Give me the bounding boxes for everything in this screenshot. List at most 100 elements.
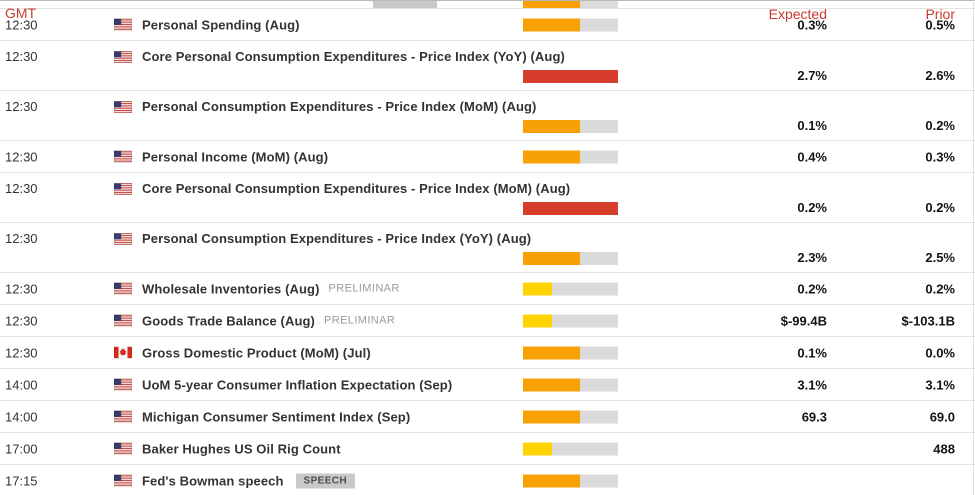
us-flag-icon bbox=[114, 378, 132, 391]
event-time: 12:30 bbox=[5, 181, 38, 196]
event-row[interactable]: 12:30 Personal Consumption Expenditures -… bbox=[0, 91, 975, 141]
us-flag-icon bbox=[114, 182, 132, 195]
expected-value: 3.1% bbox=[797, 377, 827, 392]
canada-flag-icon bbox=[114, 346, 132, 359]
volatility-bar-fill bbox=[523, 202, 618, 215]
expected-value: $-99.4B bbox=[780, 313, 827, 328]
volatility-bar bbox=[523, 150, 618, 163]
event-title-group: Goods Trade Balance (Aug) PRELIMINAR bbox=[114, 313, 395, 328]
event-title-group: UoM 5-year Consumer Inflation Expectatio… bbox=[114, 377, 452, 392]
us-flag-icon bbox=[114, 50, 132, 63]
volatility-bar bbox=[523, 378, 618, 391]
expected-value: 2.7% bbox=[797, 68, 827, 83]
event-row[interactable]: 17:15 Fed's Bowman speech SPEECH bbox=[0, 465, 975, 495]
event-row[interactable]: 12:30 Personal Income (MoM) (Aug) 0.4% 0.3% bbox=[0, 141, 975, 173]
event-row[interactable]: 14:00 Michigan Consumer Sentiment Index (… bbox=[0, 401, 975, 433]
event-time: 12:30 bbox=[5, 99, 38, 114]
expected-value: 0.1% bbox=[797, 345, 827, 360]
event-title-group: Personal Spending (Aug) bbox=[114, 17, 300, 32]
volatility-bar bbox=[523, 282, 618, 295]
event-name: Core Personal Consumption Expenditures -… bbox=[142, 181, 571, 196]
prior-value: 2.5% bbox=[925, 250, 955, 265]
volatility-bar bbox=[523, 442, 618, 455]
event-title-group: Personal Consumption Expenditures - Pric… bbox=[114, 99, 536, 114]
event-name: UoM 5-year Consumer Inflation Expectatio… bbox=[142, 377, 453, 392]
volatility-bar bbox=[523, 120, 618, 133]
preliminary-tag: PRELIMINAR bbox=[328, 282, 400, 295]
volatility-bar-fill bbox=[523, 442, 552, 455]
prior-value: $-103.1B bbox=[901, 313, 955, 328]
clipped-event-row[interactable] bbox=[0, 0, 975, 9]
event-time: 14:00 bbox=[5, 377, 38, 392]
expected-value: 2.3% bbox=[797, 250, 827, 265]
expected-value: 0.2% bbox=[797, 200, 827, 215]
prior-value: 69.0 bbox=[929, 409, 955, 424]
event-row[interactable]: 12:30 Personal Consumption Expenditures -… bbox=[0, 223, 975, 273]
event-row[interactable]: 17:00 Baker Hughes US Oil Rig Count 488 bbox=[0, 433, 975, 465]
volatility-bar bbox=[523, 252, 618, 265]
event-time: 12:30 bbox=[5, 17, 38, 32]
event-title-group: Personal Consumption Expenditures - Pric… bbox=[114, 231, 531, 246]
event-name: Michigan Consumer Sentiment Index (Sep) bbox=[142, 409, 411, 424]
volatility-bar-fill bbox=[523, 314, 552, 327]
event-name: Goods Trade Balance (Aug) bbox=[142, 313, 315, 328]
expected-column-header: Expected bbox=[768, 6, 827, 22]
event-row[interactable]: 12:30 Goods Trade Balance (Aug) PRELIMINAR… bbox=[0, 305, 975, 337]
event-title-group: Fed's Bowman speech SPEECH bbox=[114, 473, 356, 488]
volatility-bar-fill bbox=[523, 346, 580, 359]
event-row[interactable]: 12:30 Core Personal Consumption Expenditu… bbox=[0, 173, 975, 223]
expected-value: 0.1% bbox=[797, 118, 827, 133]
volatility-bar-fill bbox=[523, 18, 580, 31]
us-flag-icon bbox=[114, 150, 132, 163]
event-name: Personal Consumption Expenditures - Pric… bbox=[142, 231, 532, 246]
prior-column-header: Prior bbox=[925, 6, 955, 22]
event-title-group: Core Personal Consumption Expenditures -… bbox=[114, 49, 565, 64]
volatility-bar bbox=[523, 410, 618, 423]
prior-value: 0.3% bbox=[925, 149, 955, 164]
volatility-bar-fill bbox=[523, 410, 580, 423]
preliminary-tag: PRELIMINAR bbox=[323, 314, 396, 327]
volatility-bar-fill bbox=[523, 282, 552, 295]
event-row[interactable]: 12:30 Personal Spending (Aug) 0.3% 0.5% bbox=[0, 9, 975, 41]
us-flag-icon bbox=[114, 232, 132, 245]
event-name: Core Personal Consumption Expenditures -… bbox=[142, 49, 565, 64]
event-title-group: Personal Income (MoM) (Aug) bbox=[114, 149, 328, 164]
prior-value: 0.2% bbox=[925, 281, 955, 296]
event-time: 12:30 bbox=[5, 49, 38, 64]
event-row[interactable]: 12:30 Gross Domestic Product (MoM) (Jul) 0… bbox=[0, 337, 975, 369]
event-name: Personal Spending (Aug) bbox=[142, 17, 300, 32]
volatility-bar bbox=[523, 70, 618, 83]
event-title-group: Michigan Consumer Sentiment Index (Sep) bbox=[114, 409, 410, 424]
event-title-group: Wholesale Inventories (Aug) PRELIMINAR bbox=[114, 281, 400, 296]
event-title-group: Core Personal Consumption Expenditures -… bbox=[114, 181, 570, 196]
event-title-group: Gross Domestic Product (MoM) (Jul) bbox=[114, 345, 371, 360]
event-row[interactable]: 14:00 UoM 5-year Consumer Inflation Expec… bbox=[0, 369, 975, 401]
us-flag-icon bbox=[114, 410, 132, 423]
event-rows: 12:30 Personal Spending (Aug) 0.3% 0.5% 12:3… bbox=[0, 9, 975, 495]
us-flag-icon bbox=[114, 100, 132, 113]
event-row[interactable]: 12:30 Core Personal Consumption Expenditu… bbox=[0, 41, 975, 91]
event-row[interactable]: 12:30 Wholesale Inventories (Aug) PRELIMIN… bbox=[0, 273, 975, 305]
event-time: 17:15 bbox=[5, 473, 38, 488]
event-name: Personal Income (MoM) (Aug) bbox=[142, 149, 329, 164]
us-flag-icon bbox=[114, 18, 132, 31]
event-time: 12:30 bbox=[5, 281, 38, 296]
event-time: 12:30 bbox=[5, 231, 38, 246]
volatility-bar bbox=[523, 474, 618, 487]
volatility-bar-fill bbox=[523, 150, 580, 163]
us-flag-icon bbox=[114, 282, 132, 295]
volatility-bar bbox=[523, 314, 618, 327]
volatility-bar bbox=[523, 18, 618, 31]
event-name: Personal Consumption Expenditures - Pric… bbox=[142, 99, 537, 114]
event-name: Fed's Bowman speech bbox=[142, 473, 284, 488]
table-right-border bbox=[973, 0, 974, 495]
prior-value: 2.6% bbox=[925, 68, 955, 83]
volatility-bar bbox=[523, 346, 618, 359]
event-name: Gross Domestic Product (MoM) (Jul) bbox=[142, 345, 371, 360]
event-time: 12:30 bbox=[5, 345, 38, 360]
us-flag-icon bbox=[114, 314, 132, 327]
expected-value: 69.3 bbox=[801, 409, 827, 424]
volatility-bar-fill bbox=[523, 252, 580, 265]
prior-value: 0.5% bbox=[925, 17, 955, 32]
